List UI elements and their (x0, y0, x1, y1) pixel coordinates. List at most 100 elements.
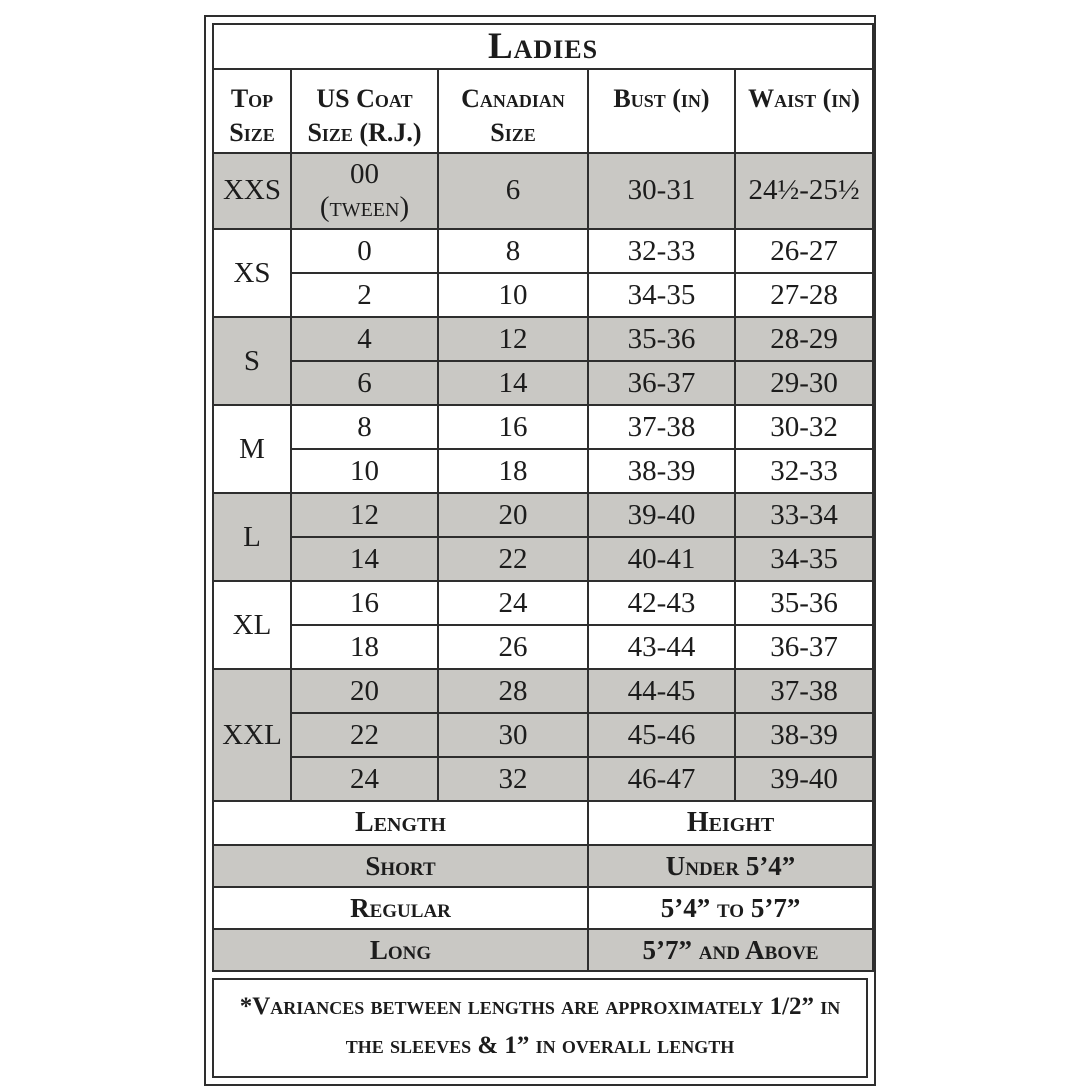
size-row-xxl-1: 22 30 45-46 38-39 (213, 712, 875, 758)
top-size-label-xl: XL (212, 580, 292, 670)
waist-cell: 24½-25½ (733, 152, 875, 230)
bust-cell: 46-47 (587, 756, 736, 802)
column-header-row: Top Size US Coat Size (R.J.) Canadian Size… (212, 68, 875, 154)
bust-cell: 32-33 (587, 228, 736, 274)
waist-cell: 26-27 (733, 228, 875, 274)
table-title: Ladies (211, 23, 875, 70)
us-coat-size-cell: 0 (290, 228, 439, 274)
us-coat-size-cell: 8 (290, 404, 439, 450)
top-size-label-l: L (212, 492, 292, 582)
waist-cell: 34-35 (733, 536, 875, 582)
waist-cell: 35-36 (733, 580, 875, 626)
size-rows-body: XXS 00 (tween) 6 30-31 24½-25½ XS 0 8 32-33 26-27… (212, 152, 875, 802)
size-row-xl-0: XL 16 24 42-43 35-36 (212, 580, 875, 670)
size-row-xs-1: 2 10 34-35 27-28 (213, 272, 875, 318)
waist-cell: 32-33 (733, 448, 875, 494)
waist-cell: 27-28 (733, 272, 875, 318)
footnote-line-2: the sleeves & 1” in overall length (345, 1031, 735, 1059)
ladies-size-table: Ladies Top Size US Coat Size (R.J.) Canadi… (211, 23, 875, 972)
title-row: Ladies (211, 23, 875, 70)
us-coat-size-cell: 2 (290, 272, 439, 318)
us-coat-size-cell: 24 (290, 756, 439, 802)
us-coat-size-cell: 16 (290, 580, 439, 626)
size-row-m-1: 10 18 38-39 32-33 (213, 448, 875, 494)
height-value: Under 5’4” (586, 844, 875, 888)
bust-cell: 44-45 (587, 668, 736, 714)
canadian-size-cell: 26 (437, 624, 589, 670)
us-coat-size-cell: 00 (tween) (290, 152, 439, 230)
canadian-size-cell: 18 (437, 448, 589, 494)
length-header: Length (212, 800, 589, 846)
waist-cell: 38-39 (733, 712, 875, 758)
size-row-l-0: L 12 20 39-40 33-34 (212, 492, 875, 582)
size-row-xxl-2: 24 32 46-47 39-40 (213, 756, 875, 802)
size-row-xs-0: XS 0 8 32-33 26-27 (212, 228, 875, 318)
us-coat-size-cell: 12 (290, 492, 439, 538)
waist-cell: 37-38 (733, 668, 875, 714)
height-value: 5’4” to 5’7” (586, 886, 875, 930)
length-value: Regular (212, 886, 589, 930)
size-row-s-0: S 4 12 35-36 28-29 (212, 316, 875, 406)
canadian-size-cell: 6 (437, 152, 589, 230)
size-row-m-0: M 8 16 37-38 30-32 (212, 404, 875, 494)
chart-outer-box: Ladies Top Size US Coat Size (R.J.) Canadi… (204, 15, 876, 1086)
bust-cell: 34-35 (587, 272, 736, 318)
top-size-label-m: M (212, 404, 292, 494)
height-header: Height (586, 800, 875, 846)
length-height-header-row: Length Height (212, 800, 875, 846)
height-value: 5’7” and Above (586, 928, 875, 972)
bust-cell: 42-43 (587, 580, 736, 626)
waist-cell: 36-37 (733, 624, 875, 670)
top-size-label-xxs: XXS (212, 152, 292, 230)
canadian-size-cell: 20 (437, 492, 589, 538)
length-row-2: Long 5’7” and Above (212, 928, 875, 972)
us-coat-size-cell: 4 (290, 316, 439, 362)
size-row-l-1: 14 22 40-41 34-35 (213, 536, 875, 582)
length-value: Short (212, 844, 589, 888)
canadian-size-cell: 14 (437, 360, 589, 406)
canadian-size-cell: 30 (437, 712, 589, 758)
bust-cell: 40-41 (587, 536, 736, 582)
bust-cell: 35-36 (587, 316, 736, 362)
column-header-waist: Waist (in) (733, 68, 875, 154)
us-coat-size-cell: 18 (290, 624, 439, 670)
bust-cell: 43-44 (587, 624, 736, 670)
bust-cell: 36-37 (587, 360, 736, 406)
canadian-size-cell: 24 (437, 580, 589, 626)
us-coat-size-cell: 20 (290, 668, 439, 714)
canadian-size-cell: 10 (437, 272, 589, 318)
bust-cell: 38-39 (587, 448, 736, 494)
bust-cell: 45-46 (587, 712, 736, 758)
length-value: Long (212, 928, 589, 972)
waist-cell: 33-34 (733, 492, 875, 538)
size-row-xxl-0: XXL 20 28 44-45 37-38 (212, 668, 875, 802)
column-header-canadian-size: Canadian Size (437, 68, 589, 154)
column-header-top-size: Top Size (212, 68, 292, 154)
canadian-size-cell: 22 (437, 536, 589, 582)
us-coat-size-cell: 14 (290, 536, 439, 582)
column-header-us-coat-size: US Coat Size (R.J.) (290, 68, 439, 154)
top-size-label-xs: XS (212, 228, 292, 318)
us-coat-size-cell: 22 (290, 712, 439, 758)
waist-cell: 30-32 (733, 404, 875, 450)
bust-cell: 39-40 (587, 492, 736, 538)
size-row-xl-1: 18 26 43-44 36-37 (213, 624, 875, 670)
length-row-0: Short Under 5’4” (212, 844, 875, 888)
size-row-xxs-0: XXS 00 (tween) 6 30-31 24½-25½ (212, 152, 875, 230)
us-coat-size-cell: 10 (290, 448, 439, 494)
canadian-size-cell: 28 (437, 668, 589, 714)
canadian-size-cell: 16 (437, 404, 589, 450)
length-height-section: Length Height Short Under 5’4” Regular 5… (212, 800, 875, 972)
waist-cell: 29-30 (733, 360, 875, 406)
top-size-label-s: S (212, 316, 292, 406)
bust-cell: 37-38 (587, 404, 736, 450)
length-row-1: Regular 5’4” to 5’7” (212, 886, 875, 930)
waist-cell: 28-29 (733, 316, 875, 362)
top-size-label-xxl: XXL (212, 668, 292, 802)
footnote-line-1: *Variances between lengths are approxima… (239, 993, 841, 1020)
canadian-size-cell: 12 (437, 316, 589, 362)
bust-cell: 30-31 (587, 152, 736, 230)
canadian-size-cell: 8 (437, 228, 589, 274)
us-coat-size-cell: 6 (290, 360, 439, 406)
